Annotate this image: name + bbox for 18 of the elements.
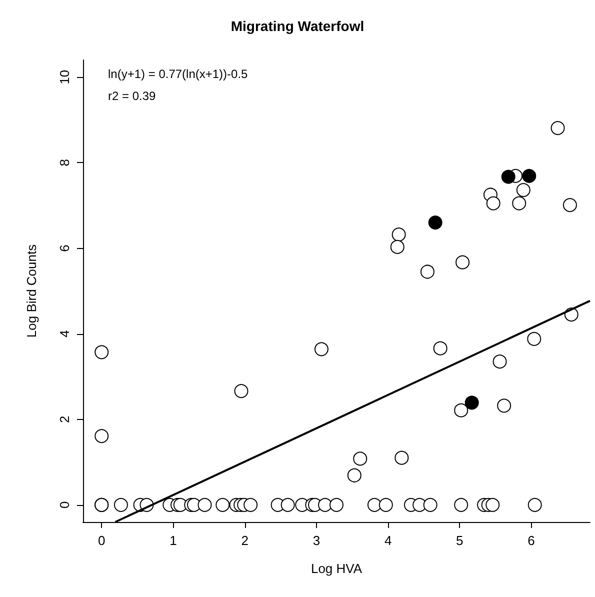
y-tick-label: 8 xyxy=(57,159,72,166)
x-tick-label: 0 xyxy=(98,533,106,548)
chart-title: Migrating Waterfowl xyxy=(230,18,364,34)
y-axis-title: Log Bird Counts xyxy=(24,244,39,338)
x-tick-label: 3 xyxy=(312,533,320,548)
annotation: r2 = 0.39 xyxy=(108,89,156,103)
x-axis-title: Log HVA xyxy=(310,561,362,576)
y-tick-label: 2 xyxy=(57,416,72,423)
annotation: ln(y+1) = 0.77(ln(x+1))-0.5 xyxy=(108,67,248,81)
y-tick-label: 6 xyxy=(57,244,72,252)
x-tick-label: 6 xyxy=(528,533,535,548)
y-tick-label: 0 xyxy=(57,501,72,509)
y-tick-label: 4 xyxy=(57,330,72,338)
y-tick-label: 10 xyxy=(57,70,72,84)
x-tick-label: 4 xyxy=(384,533,392,548)
x-tick-label: 5 xyxy=(456,533,464,548)
x-tick-label: 1 xyxy=(170,533,177,548)
x-tick-label: 2 xyxy=(241,533,248,548)
